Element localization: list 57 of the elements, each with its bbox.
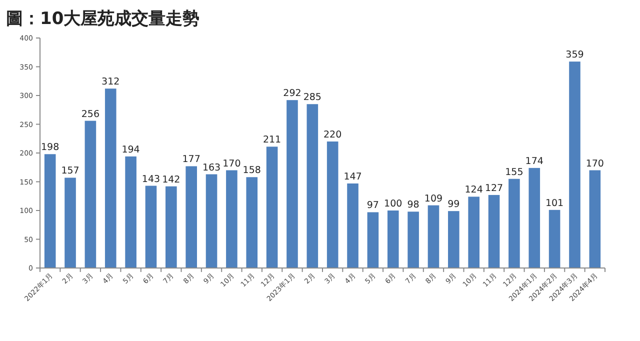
data-label: 100 [384,198,402,210]
data-label: 174 [525,156,544,167]
data-label: 109 [424,193,443,204]
bar [488,194,500,268]
bar [44,154,56,268]
data-label: 292 [283,88,302,100]
bar [508,178,520,268]
chart-title: 圖：10大屋苑成交量走勢 [6,9,200,29]
bar [286,100,298,268]
bar [589,170,601,268]
bar [569,62,580,268]
data-label: 359 [566,50,584,61]
data-label: 127 [484,182,504,194]
data-label: 98 [407,200,420,211]
data-label: 157 [61,166,80,177]
data-label: 147 [344,171,362,182]
bar [125,156,136,268]
bar [64,178,76,268]
data-label: 198 [41,142,60,154]
bar [468,196,480,268]
bar [448,211,460,268]
bar [104,88,116,268]
data-label: 97 [366,200,379,212]
data-label: 170 [586,158,604,170]
data-label: 158 [242,165,261,176]
bar [145,186,157,268]
data-label: 312 [102,76,120,88]
data-label: 101 [545,198,564,209]
bar [84,120,96,268]
data-label: 124 [464,184,483,196]
bar [266,146,278,268]
data-label: 163 [202,162,221,174]
bar [166,186,177,268]
data-label: 177 [182,154,200,166]
bar [528,168,540,268]
data-label: 220 [324,130,342,140]
bar [306,104,318,268]
data-label: 99 [448,199,460,210]
data-label: 155 [505,166,524,178]
data-label: 211 [262,134,282,146]
bar [326,142,338,268]
bar [186,166,197,268]
bar [347,183,358,268]
data-label: 142 [162,174,180,186]
bar [408,212,419,268]
bar [548,210,560,268]
bar [387,210,399,268]
data-label: 194 [122,144,140,156]
bar [206,174,218,268]
data-label: 285 [303,92,322,104]
bar [226,170,238,268]
bar [246,177,258,268]
data-label: 256 [81,108,100,120]
bar [428,205,440,268]
bar [367,212,379,268]
data-label: 143 [142,174,160,185]
data-label: 170 [222,158,241,170]
